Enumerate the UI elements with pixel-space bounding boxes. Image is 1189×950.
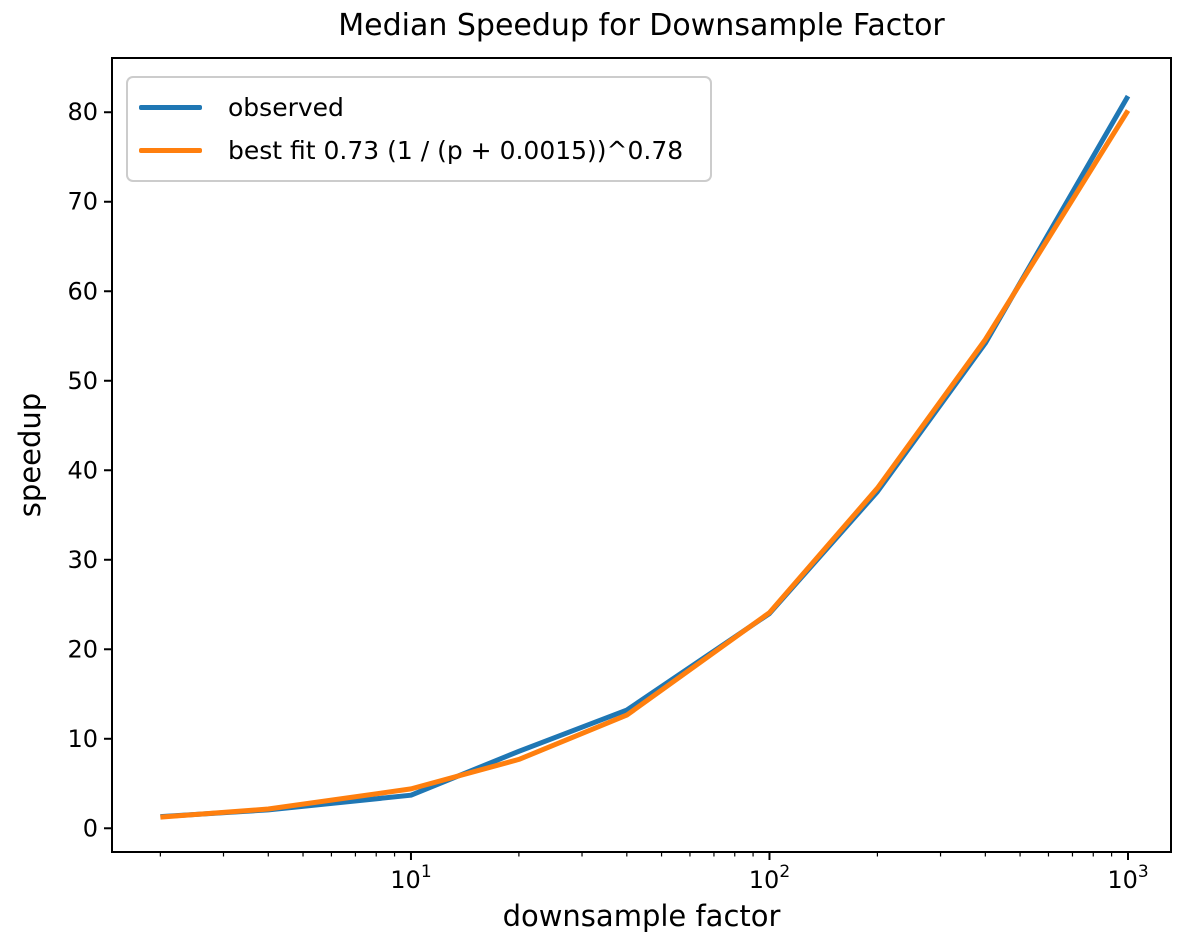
y-tick-label: 20 <box>67 635 98 663</box>
y-tick-label: 0 <box>83 814 98 842</box>
x-axis-label: downsample factor <box>502 899 781 933</box>
legend-item-best-fit: best fit 0.73 (1 / (p + 0.0015))^0.78 <box>139 136 710 165</box>
y-tick-label: 80 <box>67 98 98 126</box>
x-tick-label: 102 <box>749 862 790 894</box>
series-line-best-fit <box>160 109 1131 820</box>
y-tick-label: 40 <box>67 456 98 484</box>
x-tick-label: 101 <box>390 862 431 894</box>
series-line-observed <box>160 94 1131 820</box>
legend-label-best-fit: best fit 0.73 (1 / (p + 0.0015))^0.78 <box>228 136 684 166</box>
x-tick-label: 103 <box>1107 862 1148 894</box>
legend-item-observed: observed <box>139 93 710 122</box>
y-tick-label: 30 <box>67 546 98 574</box>
plot-spines <box>111 57 1172 853</box>
y-tick-label: 60 <box>67 277 98 305</box>
y-tick-label: 50 <box>67 367 98 395</box>
y-tick-label: 70 <box>67 188 98 216</box>
legend-line-swatch-observed <box>139 104 202 110</box>
y-tick-label: 10 <box>67 725 98 753</box>
chart-title: Median Speedup for Downsample Factor <box>338 8 945 43</box>
legend: observed best fit 0.73 (1 / (p + 0.0015)… <box>126 76 712 182</box>
legend-label-observed: observed <box>228 92 344 122</box>
legend-line-swatch-best-fit <box>139 148 202 154</box>
